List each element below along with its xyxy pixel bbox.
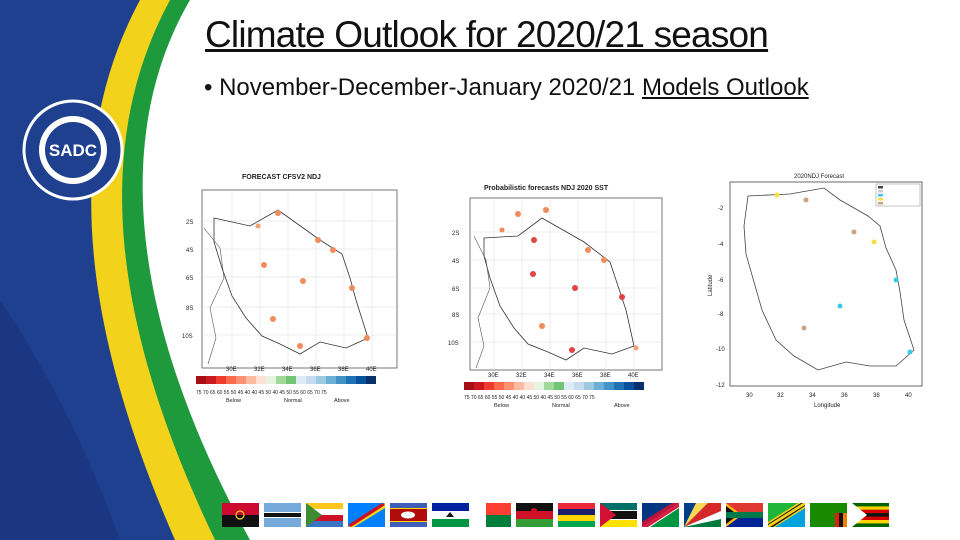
map2-legend-normal: Normal bbox=[552, 403, 570, 409]
map2-lon-0: 30E bbox=[488, 373, 499, 379]
flag-eswatini bbox=[390, 503, 427, 527]
flag-madagascar bbox=[474, 503, 511, 527]
map3-ylabel: Latitude bbox=[708, 274, 714, 296]
map1-legend-numbers: 75 70 65 60 55 50 45 40 40 45 50 40 45 5… bbox=[196, 390, 327, 396]
map1-legend-above: Above bbox=[334, 398, 350, 404]
map1-lon-0: 30E bbox=[226, 367, 237, 373]
map1-lat-2: 6S bbox=[186, 276, 193, 282]
map2-legend-numbers: 75 70 65 60 55 50 45 40 40 45 50 40 45 5… bbox=[464, 395, 595, 401]
map3-stations bbox=[774, 192, 913, 355]
map3-legend-box bbox=[875, 183, 921, 207]
flag-seychelles bbox=[684, 503, 721, 527]
map2-lon-5: 40E bbox=[628, 373, 639, 379]
map3-ytick-0: -2 bbox=[718, 206, 724, 212]
map3-ytick-4: -10 bbox=[716, 347, 725, 353]
map1-title: FORECAST CFSV2 NDJ bbox=[242, 174, 321, 181]
flag-comoros bbox=[306, 503, 343, 527]
map2-lon-3: 36E bbox=[572, 373, 583, 379]
map3-legend-swatches bbox=[878, 186, 883, 205]
map2-grid bbox=[470, 198, 662, 370]
map2-frame bbox=[469, 197, 663, 371]
slide-title: Climate Outlook for 2020/21 season bbox=[205, 14, 769, 55]
map1-lat-0: 2S bbox=[186, 220, 193, 226]
map1-colorbar bbox=[196, 376, 376, 384]
map2-title: Probabilistic forecasts NDJ 2020 SST bbox=[484, 185, 609, 192]
map2-lon-2: 34E bbox=[544, 373, 555, 379]
map2-lat-0: 2S bbox=[452, 231, 459, 237]
map2-lon-1: 32E bbox=[516, 373, 527, 379]
map2-lat-4: 10S bbox=[448, 341, 459, 347]
map1-grid bbox=[202, 190, 397, 368]
slide-subtitle: • November-December-January 2020/21 Mode… bbox=[204, 74, 809, 102]
map2-legend-below: Below bbox=[494, 403, 509, 409]
map3-ytick-1: -4 bbox=[718, 242, 724, 248]
map2-lat-3: 8S bbox=[452, 313, 459, 319]
map1-lon-1: 32E bbox=[254, 367, 265, 373]
map3-xtick-2: 34 bbox=[809, 393, 816, 399]
map2-lat-2: 6S bbox=[452, 287, 459, 293]
map1-lat-4: 10S bbox=[182, 334, 193, 340]
map1-lon-3: 36E bbox=[310, 367, 321, 373]
map-ndj-forecast: 2020NDJ Forecast -2 -4 -6 -8 -10 -12 30 … bbox=[708, 174, 923, 409]
flag-dr-congo bbox=[348, 503, 385, 527]
map3-ytick-2: -6 bbox=[718, 278, 724, 284]
subtitle-prefix: • November-December-January 2020/21 bbox=[204, 74, 642, 101]
flag-south-africa bbox=[726, 503, 763, 527]
map2-stations bbox=[499, 207, 639, 353]
flag-botswana bbox=[264, 503, 301, 527]
flag-mauritius bbox=[558, 503, 595, 527]
map1-legend-below: Below bbox=[226, 398, 241, 404]
flag-zambia bbox=[810, 503, 847, 527]
map2-lat-1: 4S bbox=[452, 259, 459, 265]
map3-ytick-3: -8 bbox=[718, 312, 724, 318]
map1-lon-2: 34E bbox=[282, 367, 293, 373]
flag-angola bbox=[222, 503, 259, 527]
map1-legend-normal: Normal bbox=[284, 398, 302, 404]
map1-lon-4: 38E bbox=[338, 367, 349, 373]
map1-frame bbox=[201, 189, 398, 369]
map1-lon-5: 40E bbox=[366, 367, 377, 373]
map3-xtick-3: 36 bbox=[841, 393, 848, 399]
map3-frame bbox=[729, 181, 923, 387]
flag-namibia bbox=[642, 503, 679, 527]
subtitle-link[interactable]: Models Outlook bbox=[641, 74, 809, 101]
member-flags bbox=[222, 503, 944, 527]
flag-malawi bbox=[516, 503, 553, 527]
flag-lesotho bbox=[432, 503, 469, 527]
map2-colorbar bbox=[464, 382, 644, 390]
map1-lat-3: 8S bbox=[186, 306, 193, 312]
map-sst: Probabilistic forecasts NDJ 2020 SST 2S … bbox=[448, 185, 663, 409]
map3-xtick-5: 40 bbox=[905, 393, 912, 399]
map3-xtick-0: 30 bbox=[746, 393, 753, 399]
flag-tanzania bbox=[768, 503, 805, 527]
map2-border bbox=[473, 235, 491, 369]
map2-legend-above: Above bbox=[614, 403, 630, 409]
map3-title: 2020NDJ Forecast bbox=[794, 174, 844, 180]
map3-xlabel: Longitude bbox=[814, 403, 841, 409]
flag-zimbabwe bbox=[852, 503, 889, 527]
flag-mozambique bbox=[600, 503, 637, 527]
svg-text:SADC: SADC bbox=[49, 141, 97, 160]
map1-border bbox=[203, 227, 225, 365]
map3-ytick-5: -12 bbox=[716, 383, 725, 389]
map2-country-outline bbox=[483, 217, 635, 361]
map1-lat-1: 4S bbox=[186, 248, 193, 254]
map3-xtick-4: 38 bbox=[873, 393, 880, 399]
map2-lon-4: 38E bbox=[600, 373, 611, 379]
sadc-logo: SADC bbox=[22, 99, 124, 201]
map-cfsv2: FORECAST CFSV2 NDJ 2S 4S 6S 8S 10S 30E 3… bbox=[182, 174, 398, 404]
map3-xtick-1: 32 bbox=[777, 393, 784, 399]
map1-stations bbox=[255, 210, 370, 349]
map1-country-outline bbox=[213, 209, 369, 355]
map3-country-outline bbox=[743, 187, 915, 371]
